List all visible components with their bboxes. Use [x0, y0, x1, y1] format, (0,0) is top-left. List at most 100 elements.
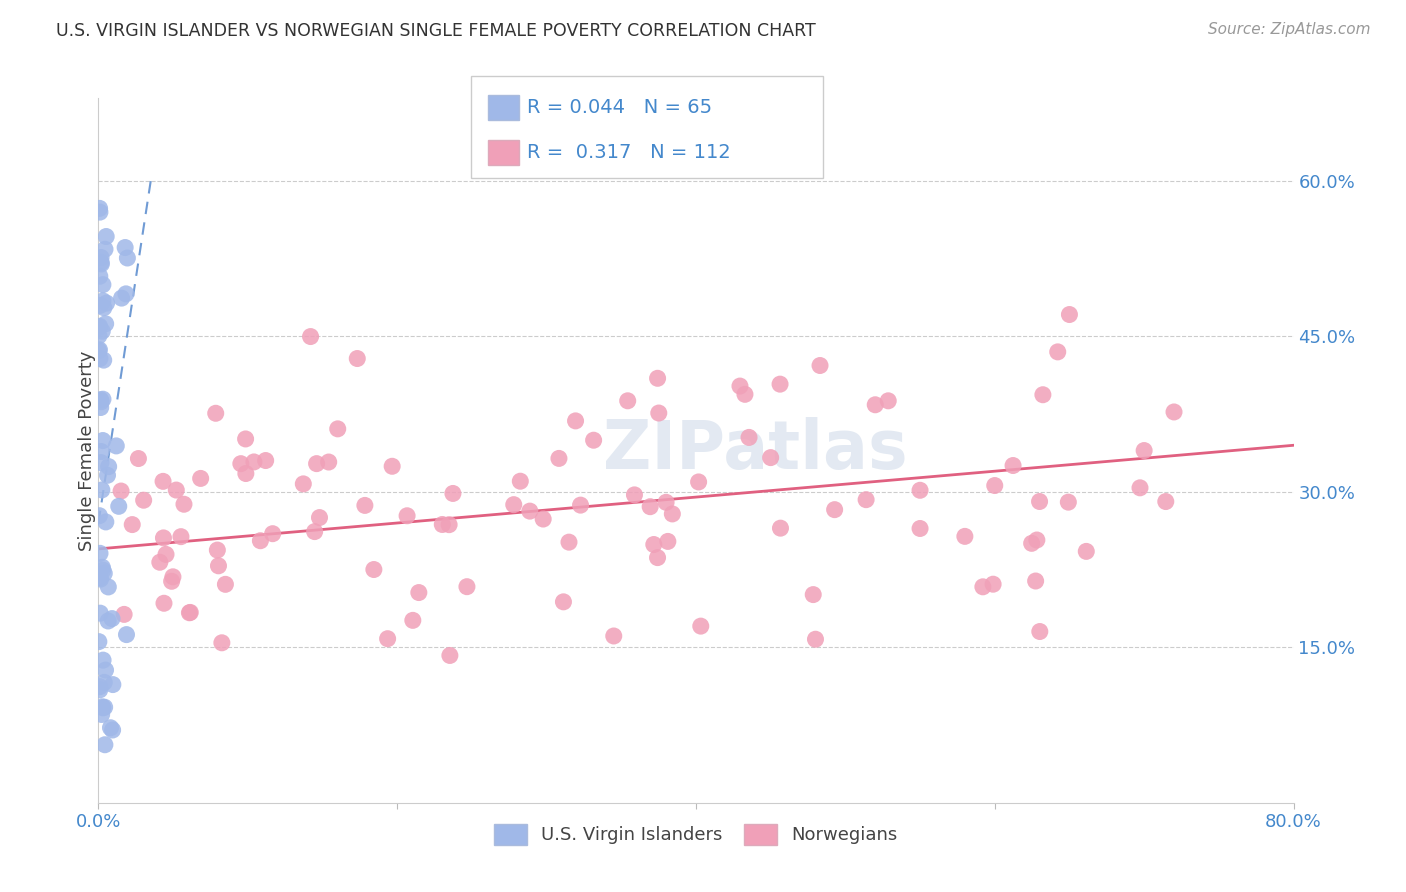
- Text: R = 0.044   N = 65: R = 0.044 N = 65: [527, 98, 713, 118]
- Point: [1076, 544, 1098, 558]
- Point: [89, 202, 111, 216]
- Point: [616, 393, 638, 408]
- Point: [643, 537, 665, 551]
- Point: [91, 324, 114, 338]
- Text: U.S. VIRGIN ISLANDER VS NORWEGIAN SINGLE FEMALE POVERTY CORRELATION CHART: U.S. VIRGIN ISLANDER VS NORWEGIAN SINGLE…: [56, 22, 815, 40]
- Point: [112, 607, 135, 622]
- Point: [769, 521, 792, 535]
- Point: [96, 468, 118, 483]
- Point: [1029, 624, 1052, 639]
- Point: [89, 546, 111, 560]
- Point: [89, 606, 111, 620]
- Point: [647, 550, 669, 565]
- Point: [582, 434, 605, 448]
- Point: [249, 533, 271, 548]
- Point: [110, 291, 132, 305]
- Point: [170, 530, 193, 544]
- Point: [647, 371, 669, 385]
- Point: [90, 257, 112, 271]
- Point: [89, 205, 111, 219]
- Point: [408, 585, 430, 599]
- Point: [90, 394, 112, 409]
- Point: [432, 517, 454, 532]
- Point: [89, 571, 111, 585]
- Point: [165, 483, 187, 497]
- Point: [318, 455, 340, 469]
- Point: [531, 512, 554, 526]
- Point: [308, 510, 330, 524]
- Point: [91, 653, 114, 667]
- Point: [121, 517, 143, 532]
- Point: [89, 298, 111, 312]
- Point: [93, 353, 115, 368]
- Point: [115, 627, 138, 641]
- Point: [90, 572, 112, 586]
- Point: [91, 277, 114, 292]
- Point: [153, 596, 176, 610]
- Point: [94, 242, 117, 256]
- Point: [90, 255, 112, 269]
- Point: [105, 439, 128, 453]
- Point: [90, 392, 112, 407]
- Point: [1057, 495, 1080, 509]
- Point: [93, 301, 115, 315]
- Point: [93, 700, 115, 714]
- Point: [117, 251, 139, 265]
- Point: [94, 738, 117, 752]
- Point: [908, 483, 931, 498]
- Point: [132, 493, 155, 508]
- Point: [304, 524, 326, 539]
- Point: [91, 563, 114, 577]
- Point: [87, 343, 110, 358]
- Point: [648, 406, 671, 420]
- Point: [381, 459, 404, 474]
- Point: [908, 521, 931, 535]
- Point: [661, 507, 683, 521]
- Point: [229, 457, 252, 471]
- Point: [160, 574, 183, 589]
- Point: [1163, 405, 1185, 419]
- Point: [115, 286, 138, 301]
- Point: [100, 721, 122, 735]
- Point: [211, 636, 233, 650]
- Point: [90, 483, 112, 497]
- Point: [1028, 494, 1050, 508]
- Point: [1021, 536, 1043, 550]
- Point: [179, 606, 201, 620]
- Point: [89, 682, 111, 697]
- Point: [801, 588, 824, 602]
- Point: [243, 455, 266, 469]
- Point: [94, 515, 117, 529]
- Point: [152, 475, 174, 489]
- Point: [89, 508, 111, 523]
- Point: [439, 648, 461, 663]
- Point: [877, 393, 900, 408]
- Point: [1133, 443, 1156, 458]
- Point: [93, 566, 115, 581]
- Point: [553, 595, 575, 609]
- Point: [91, 699, 114, 714]
- Point: [1059, 308, 1081, 322]
- Point: [953, 529, 976, 543]
- Point: [623, 488, 645, 502]
- Point: [91, 434, 114, 448]
- Point: [981, 577, 1004, 591]
- Point: [93, 675, 115, 690]
- Point: [984, 478, 1007, 492]
- Point: [89, 343, 111, 357]
- Point: [114, 240, 136, 254]
- Point: [94, 317, 117, 331]
- Point: [152, 531, 174, 545]
- Point: [437, 517, 460, 532]
- Point: [603, 629, 626, 643]
- Point: [657, 534, 679, 549]
- Point: [972, 580, 994, 594]
- Point: [235, 467, 257, 481]
- Point: [441, 486, 464, 500]
- Text: R =  0.317   N = 112: R = 0.317 N = 112: [527, 143, 731, 162]
- Point: [502, 498, 524, 512]
- Text: ZIPatlas: ZIPatlas: [603, 417, 908, 483]
- Point: [1129, 481, 1152, 495]
- Point: [346, 351, 368, 366]
- Point: [865, 398, 887, 412]
